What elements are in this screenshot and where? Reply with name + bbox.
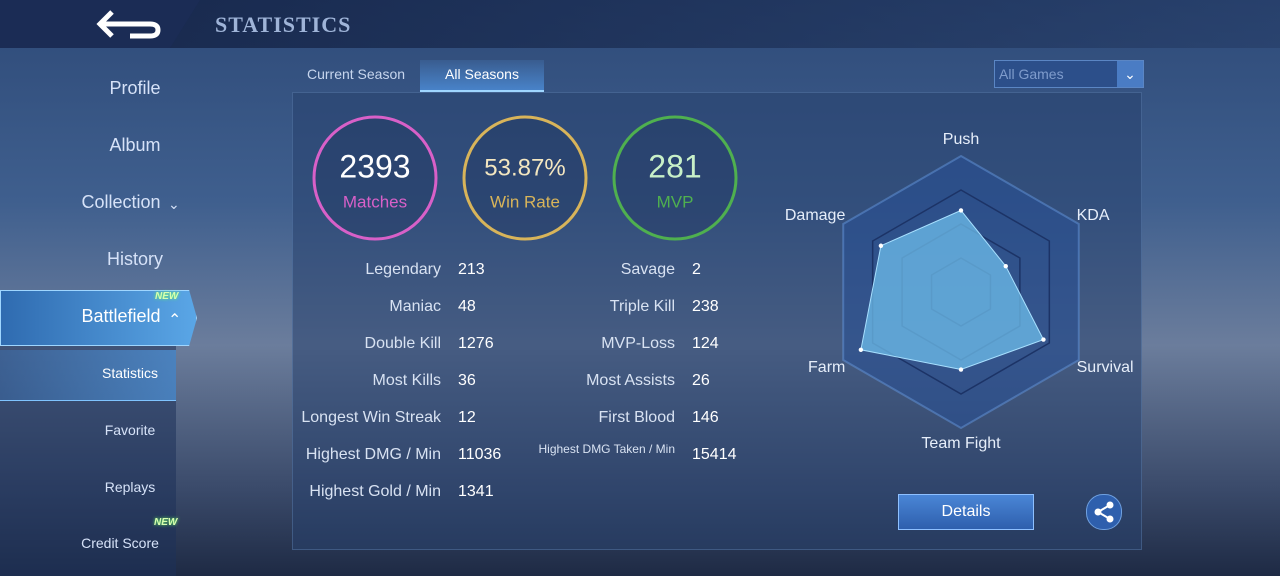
nav-item[interactable]: Album xyxy=(109,135,161,155)
radar-point xyxy=(1003,263,1008,269)
top-bar xyxy=(0,0,1280,48)
sub-item[interactable]: Credit Score xyxy=(81,535,159,551)
summary-value: 281 xyxy=(648,148,701,184)
stat-value: 2 xyxy=(692,261,701,278)
dropdown-arrow: ⌄ xyxy=(1117,61,1143,87)
stat-label: Highest DMG / Min xyxy=(305,446,441,463)
stat-value: 36 xyxy=(458,372,476,389)
radar-axis-label: Team Fight xyxy=(921,435,1001,452)
filter-dropdown[interactable]: All Games ⌄ xyxy=(994,60,1144,88)
stat-value: 12 xyxy=(458,409,476,426)
stat-value: 15414 xyxy=(692,446,737,463)
stat-label: Most Assists xyxy=(586,372,675,389)
radar-axis-label: KDA xyxy=(1077,207,1110,224)
summary-value: 53.87% xyxy=(484,154,565,181)
stat-label: Maniac xyxy=(389,298,441,315)
radar-axis-label: Farm xyxy=(808,359,845,376)
summary-ring xyxy=(462,115,588,241)
chevron-down: ⌄ xyxy=(168,196,180,212)
summary-label: MVP xyxy=(657,192,694,211)
nav-item[interactable]: Battlefield xyxy=(81,306,161,326)
chevron-up: ⌃ xyxy=(168,312,182,329)
stat-value: 146 xyxy=(692,409,719,426)
sub-item[interactable]: Favorite xyxy=(104,422,156,438)
nav-item[interactable]: Collection xyxy=(81,192,161,212)
stat-label: Highest Gold / Min xyxy=(309,483,441,500)
tab[interactable]: Current Season xyxy=(306,66,406,82)
radar-axis-label: Damage xyxy=(785,207,846,224)
stat-label: Savage xyxy=(620,261,675,278)
share-button[interactable] xyxy=(1086,494,1122,530)
stat-label: Legendary xyxy=(365,261,441,278)
stat-value: 1276 xyxy=(458,335,494,352)
radar-point xyxy=(878,243,884,248)
stat-value: 238 xyxy=(692,298,719,315)
stat-value: 26 xyxy=(692,372,710,389)
stat-label: Most Kills xyxy=(372,372,441,389)
stat-label: Double Kill xyxy=(364,335,441,352)
sub-item[interactable]: Replays xyxy=(104,479,156,495)
new-badge: NEW xyxy=(155,291,179,302)
stat-label: Highest DMG Taken / Min xyxy=(538,442,676,456)
details-button[interactable]: Details xyxy=(898,494,1034,530)
stat-value: 11036 xyxy=(458,446,502,463)
share-icon xyxy=(1094,501,1114,523)
radar-ring xyxy=(871,189,1051,395)
stat-label: First Blood xyxy=(598,409,675,426)
stat-value: 124 xyxy=(692,335,719,352)
stat-value: 48 xyxy=(458,298,476,315)
filter-label: All Games xyxy=(999,66,1064,82)
stat-value: 213 xyxy=(458,261,485,278)
radar-axis-label: Push xyxy=(943,131,979,148)
stat-label: MVP-Loss xyxy=(601,335,675,352)
tab[interactable]: All Seasons xyxy=(420,60,544,92)
stat-value: 1341 xyxy=(458,483,494,500)
page-title: STATISTICS xyxy=(215,12,352,37)
stat-label: Longest Win Streak xyxy=(301,409,441,426)
sub-item[interactable]: Statistics xyxy=(101,365,158,381)
radar-point xyxy=(958,208,964,213)
back-button[interactable] xyxy=(0,0,200,48)
back-icon xyxy=(96,10,161,39)
new-badge: NEW xyxy=(154,517,178,528)
stat-label: Triple Kill xyxy=(609,298,675,315)
summary-label: Matches xyxy=(343,192,407,211)
nav-item[interactable]: History xyxy=(106,249,163,269)
radar-point xyxy=(958,367,964,372)
radar-point xyxy=(1041,337,1046,342)
summary-ring xyxy=(312,115,438,241)
active-nav-bg xyxy=(0,290,197,346)
active-sub-bg xyxy=(0,350,176,401)
radar-axis-label: Survival xyxy=(1077,359,1134,376)
radar-point xyxy=(858,347,864,352)
summary-value: 2393 xyxy=(339,148,410,184)
nav-item[interactable]: Profile xyxy=(109,78,161,98)
summary-ring xyxy=(612,115,738,241)
summary-label: Win Rate xyxy=(490,192,560,211)
